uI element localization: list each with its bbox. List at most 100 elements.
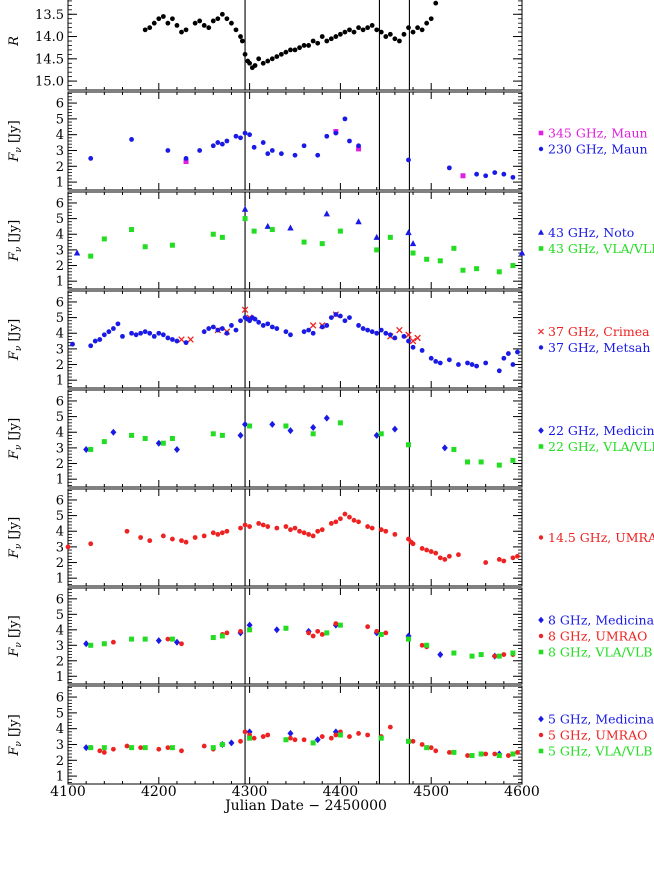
- series-43-1: [88, 216, 516, 275]
- data-point: [179, 538, 184, 544]
- data-point: [328, 315, 334, 320]
- data-point: [424, 547, 430, 553]
- data-point: [142, 436, 148, 441]
- data-point: [315, 152, 321, 158]
- data-point: [210, 530, 216, 536]
- data-point: [428, 745, 434, 751]
- data-point: [260, 734, 266, 739]
- data-point: [319, 734, 325, 739]
- data-point: [496, 557, 502, 562]
- data-point: [510, 362, 516, 367]
- y-tick-label: 6: [56, 295, 64, 310]
- legend-entry: 230 GHz, Maun: [548, 142, 648, 157]
- data-point: [101, 745, 107, 751]
- data-point: [142, 329, 148, 335]
- data-point: [287, 427, 294, 435]
- data-point: [465, 753, 470, 758]
- data-point: [410, 29, 416, 35]
- data-point: [129, 432, 135, 438]
- data-point: [324, 38, 330, 44]
- y-tick-label: 2: [56, 556, 64, 571]
- y-tick-label: 1: [56, 670, 64, 685]
- data-point: [492, 653, 498, 659]
- data-point: [433, 748, 439, 754]
- data-point: [433, 550, 439, 556]
- legend-entry: 5 GHz, Medicina: [548, 712, 654, 727]
- data-point: [347, 315, 352, 320]
- panel-frame: [67, 587, 523, 685]
- data-point: [383, 330, 389, 336]
- data-point: [333, 519, 339, 525]
- data-point: [333, 34, 339, 39]
- data-point: [437, 555, 443, 561]
- data-point: [383, 630, 389, 636]
- x-axis-group: 4100 4200 4300 4400 4500 4600: [50, 784, 540, 800]
- data-point: [310, 330, 316, 336]
- legend-entry: 8 GHz, Medicina: [548, 613, 654, 628]
- y-tick-label: 6: [56, 97, 64, 112]
- data-point: [328, 36, 334, 42]
- data-point: [274, 54, 280, 59]
- y-tick-label: 3: [56, 738, 64, 753]
- data-point: [273, 626, 280, 634]
- data-point: [287, 729, 294, 737]
- y-axis-label: Fν [Jy]: [7, 615, 24, 657]
- data-point: [224, 330, 230, 336]
- data-point: [219, 234, 225, 240]
- data-point: [510, 555, 516, 561]
- data-point: [179, 748, 184, 754]
- data-point: [247, 132, 253, 138]
- data-point: [397, 38, 402, 44]
- data-point: [356, 25, 361, 31]
- data-point: [297, 45, 302, 51]
- data-point: [515, 553, 520, 559]
- data-point: [151, 333, 157, 339]
- series-22-1: [88, 420, 516, 468]
- data-point: [183, 539, 189, 545]
- data-point: [88, 343, 94, 349]
- data-point: [197, 18, 203, 24]
- data-point: [301, 239, 307, 245]
- data-point: [496, 753, 502, 759]
- y-axis-label: Fν [Jy]: [7, 517, 24, 559]
- data-point: [201, 743, 207, 749]
- data-point: [170, 337, 175, 342]
- data-point: [378, 29, 384, 35]
- data-point: [355, 218, 362, 225]
- data-point: [206, 25, 212, 31]
- data-point: [210, 431, 216, 437]
- data-point: [269, 420, 276, 428]
- data-point: [442, 557, 448, 562]
- y-tick-label: 6: [56, 592, 64, 607]
- data-point: [238, 738, 243, 744]
- data-point: [110, 428, 117, 436]
- data-point: [278, 151, 284, 157]
- data-point: [424, 745, 430, 751]
- data-point: [260, 522, 266, 528]
- data-point: [474, 171, 479, 177]
- data-point: [410, 344, 416, 350]
- series-5-2: [88, 732, 516, 759]
- legend-entry: 8 GHz, VLA/VLB: [548, 645, 652, 660]
- data-point: [337, 622, 343, 628]
- data-point: [310, 740, 316, 746]
- data-point: [120, 333, 125, 339]
- data-point: [342, 116, 348, 122]
- data-point: [405, 331, 412, 339]
- data-point: [210, 231, 216, 237]
- legend-marker: [538, 146, 544, 152]
- data-point: [252, 63, 258, 68]
- data-point: [515, 349, 520, 355]
- y-tick-label: 2: [56, 457, 64, 472]
- data-point: [460, 173, 466, 179]
- data-point: [406, 338, 411, 344]
- x-tick-label: 4600: [504, 784, 540, 800]
- data-point: [97, 748, 103, 754]
- panel-frame: [67, 685, 523, 785]
- data-point: [315, 40, 321, 46]
- data-point: [265, 58, 271, 64]
- data-point: [310, 633, 316, 639]
- data-point: [124, 528, 130, 534]
